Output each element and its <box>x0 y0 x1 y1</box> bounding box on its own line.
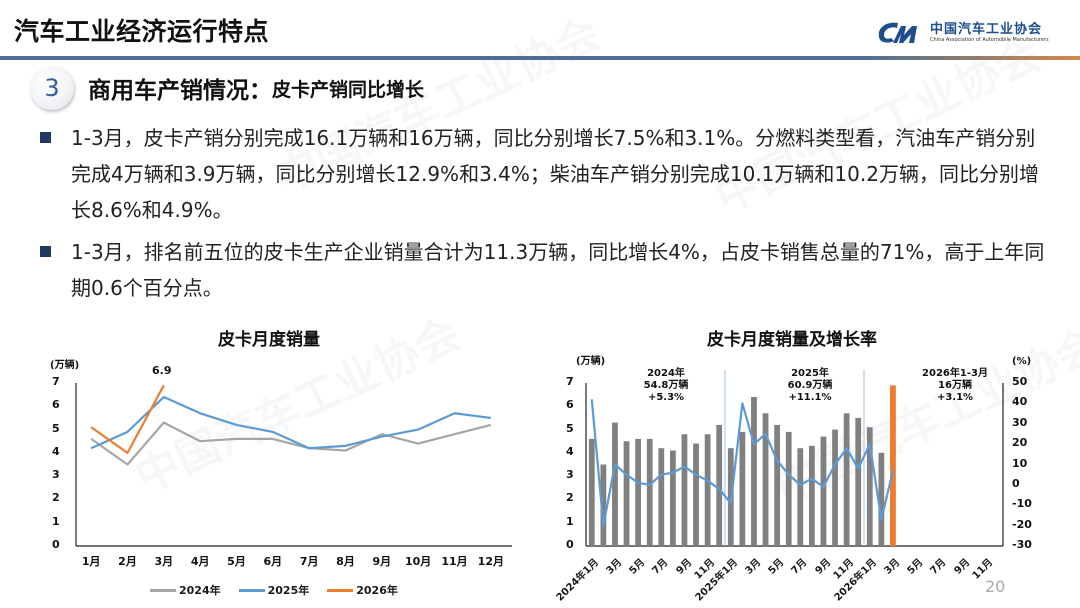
logo-name-cn: 中国汽车工业协会 <box>930 22 1043 37</box>
y-tick-label: 6 <box>52 398 60 412</box>
section-heading: 3 商用车产销情况： 皮卡产销同比增长 <box>30 66 424 110</box>
x-tick-label: 9月 <box>372 555 392 568</box>
y-tick-label: 3 <box>52 468 60 482</box>
annotation-2025: 2025年 60.9万辆 +11.1% <box>770 368 850 404</box>
legend-swatch-2024 <box>150 588 176 592</box>
y-tick-label: 1 <box>52 514 60 528</box>
header-divider <box>0 56 1080 60</box>
right-chart-title: 皮卡月度销量及增长率 <box>707 330 877 350</box>
legend-label-2024: 2024年 <box>179 584 221 597</box>
bullet-square-icon <box>40 246 51 257</box>
section-number-badge: 3 <box>30 66 74 110</box>
right-chart-unit-left: (万辆) <box>576 356 606 367</box>
caam-logo-icon <box>878 22 917 43</box>
legend-item-2024: 2024年 <box>150 582 221 598</box>
legend-item-2026: 2026年 <box>327 582 398 598</box>
annotation-2026-growth: +3.1% <box>936 392 974 403</box>
section-title: 商用车产销情况： <box>88 78 272 104</box>
logo-name-en: China Association of Automobile Manufact… <box>930 37 1049 43</box>
left-chart-legend: 2024年 2025年 2026年 <box>150 582 416 598</box>
right-chart-unit-right: (%) <box>1012 356 1032 367</box>
y-tick-label: 2 <box>52 491 60 505</box>
annotation-2026: 2026年1-3月 16万辆 +3.1% <box>910 368 1000 404</box>
annotation-2025-growth: +11.1% <box>788 392 832 403</box>
left-chart-peak-label: 6.9 <box>152 364 172 377</box>
y-tick-label: 0 <box>52 538 60 551</box>
left-y-tick-label: 1 <box>566 514 574 528</box>
annotation-2024-year: 2024年 <box>647 368 685 379</box>
right-y-tick-label: 40 <box>1012 395 1028 409</box>
right-y-tick-label: 10 <box>1012 456 1028 470</box>
left-y-tick-label: 2 <box>566 491 574 505</box>
right-y-tick-label: -10 <box>1012 497 1032 511</box>
x-tick-label: 2月 <box>118 555 137 568</box>
bullet-square-icon <box>40 132 51 143</box>
annotation-2025-year: 2025年 <box>791 368 829 379</box>
legend-swatch-2026 <box>327 588 354 592</box>
y-tick-label: 7 <box>52 375 60 388</box>
right-y-tick-label: 50 <box>1012 375 1028 388</box>
bullet-text: 1-3月，排名前五位的皮卡生产企业销量合计为11.3万辆，同比增长4%，占皮卡销… <box>71 240 1045 300</box>
annotation-2024-growth: +5.3% <box>647 392 685 403</box>
left-y-tick-label: 4 <box>566 444 574 458</box>
left-chart-unit: (万辆) <box>50 360 80 371</box>
caam-logo: 中国汽车工业协会 China Association of Automobile… <box>876 20 1049 46</box>
left-y-tick-label: 5 <box>566 421 574 435</box>
left-y-tick-label: 7 <box>566 375 574 388</box>
legend-label-2025: 2025年 <box>267 584 310 597</box>
page-title: 汽车工业经济运行特点 <box>14 17 270 46</box>
right-y-tick-label: 20 <box>1012 436 1028 450</box>
legend-swatch-2025 <box>238 588 265 592</box>
left-y-tick-label: 6 <box>566 398 574 412</box>
right-y-tick-label: -30 <box>1012 538 1032 551</box>
x-tick-label: 12月 <box>477 555 504 568</box>
x-tick-label: 4月 <box>190 555 210 568</box>
x-tick-label: 6月 <box>263 555 283 568</box>
x-tick-label: 5月 <box>227 555 246 568</box>
bullet-list: 1-3月，皮卡产销分别完成16.1万辆和16万辆，同比分别增长7.5%和3.1%… <box>40 120 1050 312</box>
x-tick-label: 7月 <box>299 555 319 568</box>
left-chart-title: 皮卡月度销量 <box>218 330 320 350</box>
x-tick-label: 10月 <box>405 555 432 568</box>
bullet-item: 1-3月，皮卡产销分别完成16.1万辆和16万辆，同比分别增长7.5%和3.1%… <box>40 120 1050 228</box>
x-tick-label: 8月 <box>336 555 355 568</box>
section-subtitle: 皮卡产销同比增长 <box>272 78 425 101</box>
y-tick-label: 4 <box>52 444 60 458</box>
legend-item-2025: 2025年 <box>238 582 310 598</box>
right-y-tick-label: 0 <box>1012 476 1020 490</box>
x-tick-label: 3月 <box>154 555 174 568</box>
right-y-tick-label: 30 <box>1012 415 1028 429</box>
x-tick-label: 11月 <box>441 555 468 568</box>
annotation-2025-volume: 60.9万辆 <box>787 380 833 391</box>
left-y-tick-label: 0 <box>566 538 574 551</box>
annotation-2026-volume: 16万辆 <box>938 380 972 391</box>
x-tick-label: 1月 <box>81 555 101 568</box>
bullet-item: 1-3月，排名前五位的皮卡生产企业销量合计为11.3万辆，同比增长4%，占皮卡销… <box>40 234 1050 306</box>
annotation-2024-volume: 54.8万辆 <box>643 380 689 391</box>
y-tick-label: 5 <box>52 421 60 435</box>
legend-label-2026: 2026年 <box>356 584 398 597</box>
right-y-tick-label: -20 <box>1012 517 1032 531</box>
annotation-2024: 2024年 54.8万辆 +5.3% <box>626 368 706 404</box>
left-y-tick-label: 3 <box>566 468 574 482</box>
bullet-text: 1-3月，皮卡产销分别完成16.1万辆和16万辆，同比分别增长7.5%和3.1%… <box>71 126 1039 222</box>
annotation-2026-period: 2026年1-3月 <box>922 368 988 379</box>
page-number: 20 <box>985 577 1006 596</box>
